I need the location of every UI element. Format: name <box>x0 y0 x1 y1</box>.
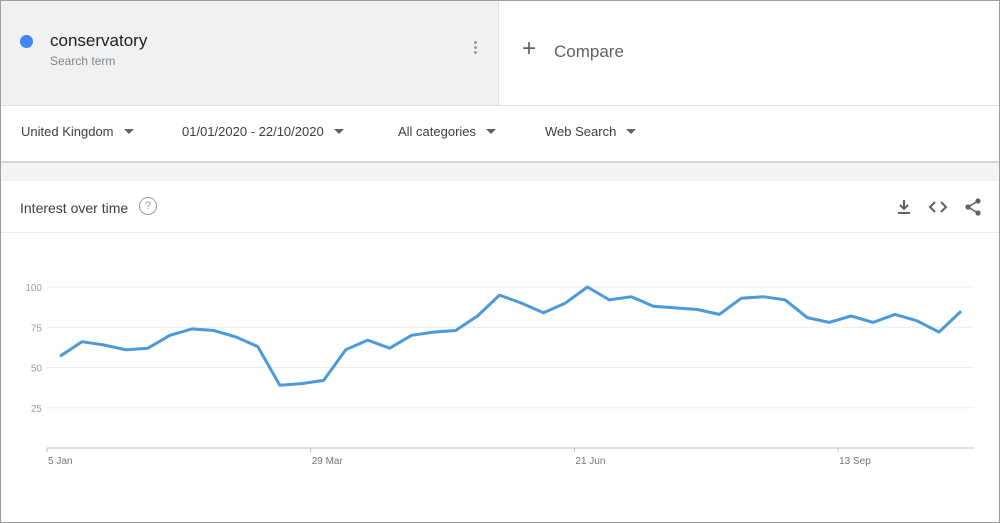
date-range-dropdown[interactable]: 01/01/2020 - 22/10/2020 <box>182 124 344 139</box>
series-color-dot <box>20 35 33 48</box>
chevron-down-icon <box>486 129 497 135</box>
compare-label: Compare <box>554 42 624 61</box>
more-vert-icon[interactable] <box>471 41 479 59</box>
chevron-down-icon <box>123 129 134 135</box>
share-icon[interactable] <box>963 197 983 217</box>
compare-button[interactable]: + Compare <box>499 1 999 105</box>
search-term-name[interactable]: conservatory <box>50 31 148 50</box>
help-circle-icon[interactable]: ? <box>139 197 157 215</box>
card-title: Interest over time <box>20 200 129 216</box>
region-label: United Kingdom <box>21 124 114 139</box>
filter-bar: United Kingdom 01/01/2020 - 22/10/2020 A… <box>1 106 999 163</box>
search-term-subtitle: Search term <box>50 54 116 68</box>
card-header: Interest over time ? <box>1 181 999 233</box>
category-dropdown[interactable]: All categories <box>398 124 497 139</box>
interest-over-time-card: Interest over time ? 25 50 75 100 5 Jan 29 M… <box>1 181 999 522</box>
plus-icon: + <box>522 35 537 62</box>
embed-code-icon[interactable] <box>928 197 948 217</box>
region-dropdown[interactable]: United Kingdom <box>21 124 134 139</box>
search-type-label: Web Search <box>545 124 617 139</box>
series-line-conservatory <box>59 285 963 387</box>
x-tick-label: 29 Mar <box>312 456 344 467</box>
y-tick-label: 25 <box>31 404 43 415</box>
download-icon[interactable] <box>894 197 914 217</box>
x-tick-label: 13 Sep <box>839 456 871 467</box>
search-term-card[interactable]: conservatory Search term <box>1 1 499 105</box>
date-range-label: 01/01/2020 - 22/10/2020 <box>182 124 324 139</box>
x-tick-label: 21 Jun <box>575 456 605 467</box>
y-tick-label: 75 <box>31 323 43 334</box>
search-terms-bar: conservatory Search term + Compare <box>1 1 999 106</box>
y-tick-label: 100 <box>25 283 42 294</box>
chevron-down-icon <box>626 129 637 135</box>
x-tick-label: 5 Jan <box>48 456 72 467</box>
section-spacer <box>1 163 999 181</box>
chevron-down-icon <box>333 129 344 135</box>
search-type-dropdown[interactable]: Web Search <box>545 124 637 139</box>
interest-chart: 25 50 75 100 5 Jan 29 Mar 21 Jun 13 Sep <box>25 283 974 467</box>
category-label: All categories <box>398 124 477 139</box>
y-tick-label: 50 <box>31 364 43 375</box>
